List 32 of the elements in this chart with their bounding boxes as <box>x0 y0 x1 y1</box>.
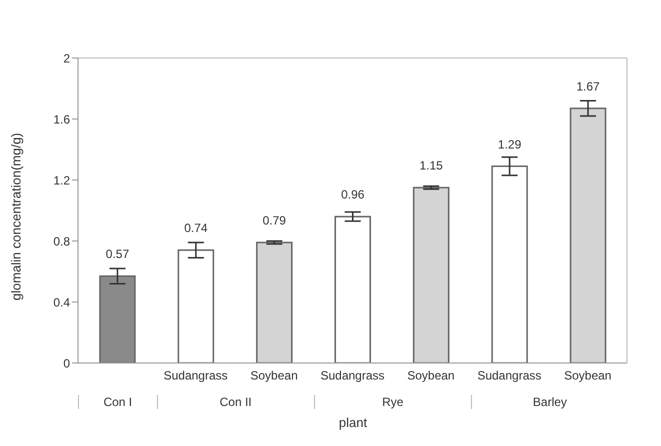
y-tick-label: 0.4 <box>53 295 70 310</box>
bar <box>256 242 293 363</box>
data-label: 1.29 <box>498 137 522 152</box>
x-axis-title: plant <box>338 415 368 430</box>
bar <box>412 186 450 363</box>
x-tick-label: Sudangrass <box>477 368 542 383</box>
y-tick-label: 0 <box>63 356 70 370</box>
x-tick-label: Soybean <box>564 368 612 383</box>
x-tick-label: Sudangrass <box>164 368 228 383</box>
bar <box>99 275 136 363</box>
y-tick-label: 0.8 <box>53 234 70 248</box>
bar <box>178 249 214 363</box>
data-label: 1.15 <box>419 158 444 173</box>
x-tick-label: Soybean <box>407 368 455 383</box>
bar <box>570 108 606 363</box>
data-label: 0.57 <box>106 247 130 262</box>
x-tick-label: Soybean <box>250 368 298 383</box>
y-tick-label: 1.6 <box>53 112 70 126</box>
text: Barley <box>470 395 628 409</box>
y-tick-label: 2 <box>63 51 70 66</box>
text: Con I <box>78 395 157 409</box>
y-axis-title: glomalin concentration(mg/g) <box>8 132 24 300</box>
data-label: 0.96 <box>341 188 365 202</box>
text: Rye <box>314 395 471 409</box>
x-tick-label: Sudangrass <box>320 368 385 383</box>
bar <box>334 216 371 363</box>
data-label: 0.79 <box>262 214 286 228</box>
data-label: 1.67 <box>576 79 600 94</box>
y-tick-label: 1.2 <box>53 173 70 188</box>
data-label: 0.74 <box>184 221 208 236</box>
bar <box>491 166 528 363</box>
text: Con II <box>156 395 314 409</box>
